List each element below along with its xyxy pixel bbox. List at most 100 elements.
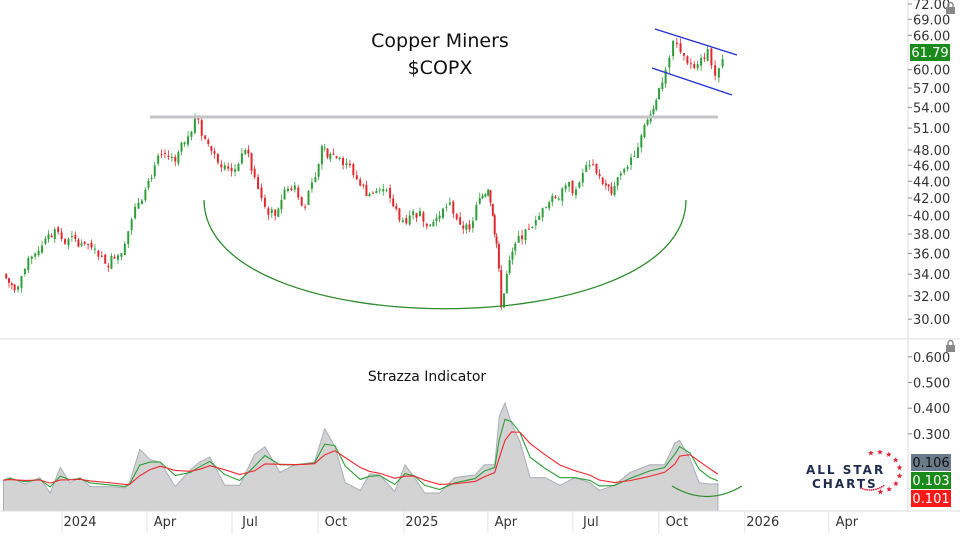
candle-body <box>652 108 655 115</box>
candle-body <box>571 180 574 194</box>
candle-body <box>290 188 293 191</box>
x-tick-label: 2025 <box>405 515 438 530</box>
y-tick-label: 30.00 <box>913 313 950 328</box>
x-tick-label: Oct <box>666 515 688 530</box>
candle-body <box>174 156 177 162</box>
candle-body <box>604 183 607 186</box>
candle-body <box>500 269 503 308</box>
indicator-y-axis[interactable]: 0.600 0.500 0.400 0.300 <box>908 351 950 443</box>
candle-body <box>163 152 166 154</box>
candle-body <box>693 64 696 68</box>
candle-body <box>489 190 492 203</box>
candle-body <box>147 180 150 188</box>
candle-body <box>700 57 703 66</box>
lock-icon[interactable] <box>946 1 955 15</box>
signal-slow-line <box>3 431 719 486</box>
time-x-axis[interactable]: 2024 Apr Jul Oct 2025 Apr Jul Oct 2026 Apr <box>61 511 859 533</box>
candle-body <box>157 155 160 164</box>
candle-body <box>368 193 371 197</box>
candle-body <box>412 211 415 216</box>
candle-body <box>253 168 256 178</box>
channel-lower-line <box>651 67 733 96</box>
chart-subtitle: $COPX <box>408 57 473 79</box>
x-tick-label: Jul <box>582 515 599 530</box>
candle-body <box>274 209 277 216</box>
candle-body <box>561 188 564 201</box>
candle-body <box>442 208 445 218</box>
candle-body <box>616 177 619 186</box>
candle-body <box>541 208 544 218</box>
candle-body <box>223 165 226 170</box>
candle-body <box>57 227 60 233</box>
candle-body <box>623 168 626 173</box>
logo-dot <box>864 488 866 491</box>
candle-body <box>655 99 658 110</box>
candle-body <box>585 165 588 172</box>
candle-body <box>220 164 223 168</box>
candle-body <box>207 139 210 144</box>
candle-body <box>679 43 682 53</box>
logo-dot <box>877 487 879 490</box>
y-tick-label: 42.00 <box>913 192 950 207</box>
candle-body <box>348 163 351 166</box>
candle-body <box>307 190 310 206</box>
candle-body <box>598 173 601 177</box>
candle-body <box>260 187 263 198</box>
candle-body <box>435 217 438 222</box>
y-tick-label: 36.00 <box>913 248 950 263</box>
candle-body <box>564 185 567 190</box>
x-tick-label: Apr <box>495 515 518 530</box>
candle-body <box>445 206 448 208</box>
candle-body <box>304 206 307 208</box>
indicator-base-arc <box>671 485 743 498</box>
candle-body <box>521 235 524 240</box>
candle-body <box>455 214 458 220</box>
logo-dot <box>882 484 885 487</box>
candle-body <box>468 224 471 230</box>
candle-body <box>418 211 421 217</box>
candle-body <box>385 189 388 191</box>
star-icon <box>868 450 874 456</box>
candle-body <box>619 173 622 176</box>
candle-body <box>263 197 266 207</box>
candle-body <box>686 56 689 64</box>
candle-body <box>127 231 130 245</box>
candle-body <box>297 187 300 198</box>
candle-body <box>338 157 341 159</box>
candle-body <box>267 208 270 215</box>
candle-body <box>204 135 207 139</box>
candle-body <box>527 228 530 230</box>
lock-icon[interactable] <box>946 339 955 353</box>
candle-body <box>495 236 498 244</box>
candle-body <box>531 226 534 228</box>
all-star-charts-logo: ALL STAR CHARTS <box>806 449 903 495</box>
candle-body <box>661 82 664 90</box>
candle-body <box>471 221 474 229</box>
candle-body <box>310 182 313 189</box>
candle-body <box>123 243 126 255</box>
candle-body <box>187 136 190 145</box>
candle-body <box>329 153 332 160</box>
y-tick-label: 48.00 <box>913 144 950 159</box>
candle-body <box>17 286 20 290</box>
candle-body <box>459 217 462 225</box>
logo-dot <box>879 486 881 489</box>
y-tick-label: 0.300 <box>913 428 950 443</box>
candle-body <box>190 131 193 137</box>
candle-body <box>240 153 243 164</box>
candle-body <box>100 255 103 257</box>
star-icon <box>896 473 903 479</box>
y-tick-label: 0.500 <box>913 377 950 392</box>
candle-body <box>514 243 517 251</box>
signal-slow-value-label: 0.101 <box>911 490 951 507</box>
candle-body <box>721 59 724 67</box>
candle-body <box>113 256 116 259</box>
candle-body <box>53 229 56 240</box>
candle-body <box>371 192 374 194</box>
candle-body <box>710 48 713 66</box>
candle-body <box>227 166 230 169</box>
candle-body <box>643 124 646 138</box>
candle-body <box>153 165 156 177</box>
candle-body <box>8 278 11 283</box>
